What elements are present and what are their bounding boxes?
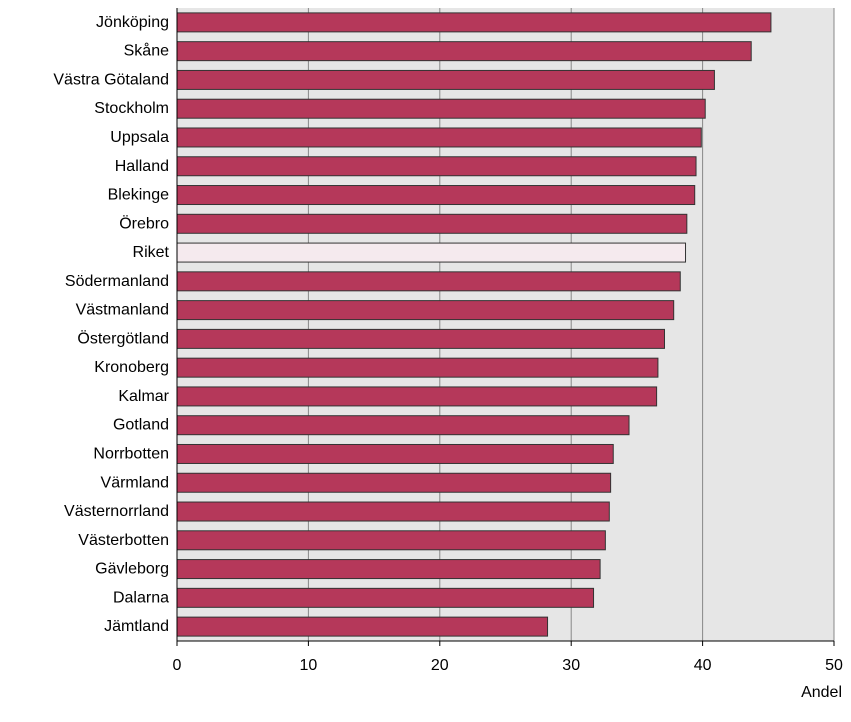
bars bbox=[176, 12, 772, 637]
category-label: Skåne bbox=[124, 42, 169, 60]
bar-Riket bbox=[176, 242, 687, 263]
bar-Kalmar bbox=[176, 386, 658, 407]
x-tick-label: 40 bbox=[694, 657, 712, 674]
bar-Örebro bbox=[176, 213, 688, 234]
category-label: Halland bbox=[115, 158, 169, 175]
bar-Värmland bbox=[176, 472, 612, 493]
category-label: Västra Götaland bbox=[53, 71, 169, 88]
bar-Dalarna bbox=[176, 587, 595, 608]
bar-Västmanland bbox=[176, 300, 675, 321]
category-label: Gotland bbox=[113, 417, 169, 434]
category-label: Norrbotten bbox=[93, 445, 169, 462]
bar-Kronoberg bbox=[176, 357, 659, 378]
bar-Södermanland bbox=[176, 271, 681, 292]
category-label: Jönköping bbox=[96, 14, 169, 31]
x-ticks: 0 10 20 30 40 50 bbox=[173, 641, 843, 674]
bar-Skåne bbox=[176, 41, 752, 62]
category-label: Stockholm bbox=[94, 100, 169, 117]
bar-Stockholm bbox=[176, 98, 706, 119]
x-tick-label: 10 bbox=[300, 657, 318, 674]
bar-Västerbotten bbox=[176, 530, 606, 551]
category-label: Västernorrland bbox=[64, 503, 169, 520]
bar-Västernorrland bbox=[176, 501, 610, 522]
category-label: Kalmar bbox=[118, 388, 169, 405]
bar-Gotland bbox=[176, 415, 630, 436]
bar-Blekinge bbox=[176, 185, 696, 206]
bar-Jönköping bbox=[176, 12, 772, 33]
bar-Östergötland bbox=[176, 328, 665, 349]
category-label: Södermanland bbox=[65, 273, 169, 290]
x-tick-label: 20 bbox=[431, 657, 449, 674]
x-tick-label: 0 bbox=[173, 657, 182, 674]
bar-Västra Götaland bbox=[176, 69, 715, 90]
category-labels: Jönköping Skåne Västra Götaland Stockholm Up… bbox=[53, 14, 169, 635]
category-label: Riket bbox=[133, 244, 170, 261]
category-label: Västerbotten bbox=[78, 532, 169, 549]
x-tick-label: 30 bbox=[562, 657, 580, 674]
bar-Gävleborg bbox=[176, 559, 601, 580]
bar-Halland bbox=[176, 156, 697, 177]
category-label: Värmland bbox=[101, 474, 169, 491]
x-axis-title: Andel bbox=[801, 684, 842, 701]
bar-Jämtland bbox=[176, 616, 549, 637]
bar-Uppsala bbox=[176, 127, 702, 148]
category-label: Gävleborg bbox=[95, 561, 169, 578]
category-label: Blekinge bbox=[108, 187, 169, 204]
category-label: Örebro bbox=[119, 214, 169, 232]
bar-Norrbotten bbox=[176, 443, 614, 464]
category-label: Dalarna bbox=[113, 589, 169, 606]
category-label: Kronoberg bbox=[94, 359, 169, 376]
category-label: Västmanland bbox=[76, 302, 169, 319]
x-tick-label: 50 bbox=[825, 657, 843, 674]
category-label: Jämtland bbox=[104, 618, 169, 635]
category-label: Östergötland bbox=[77, 329, 169, 347]
category-label: Uppsala bbox=[110, 129, 169, 146]
